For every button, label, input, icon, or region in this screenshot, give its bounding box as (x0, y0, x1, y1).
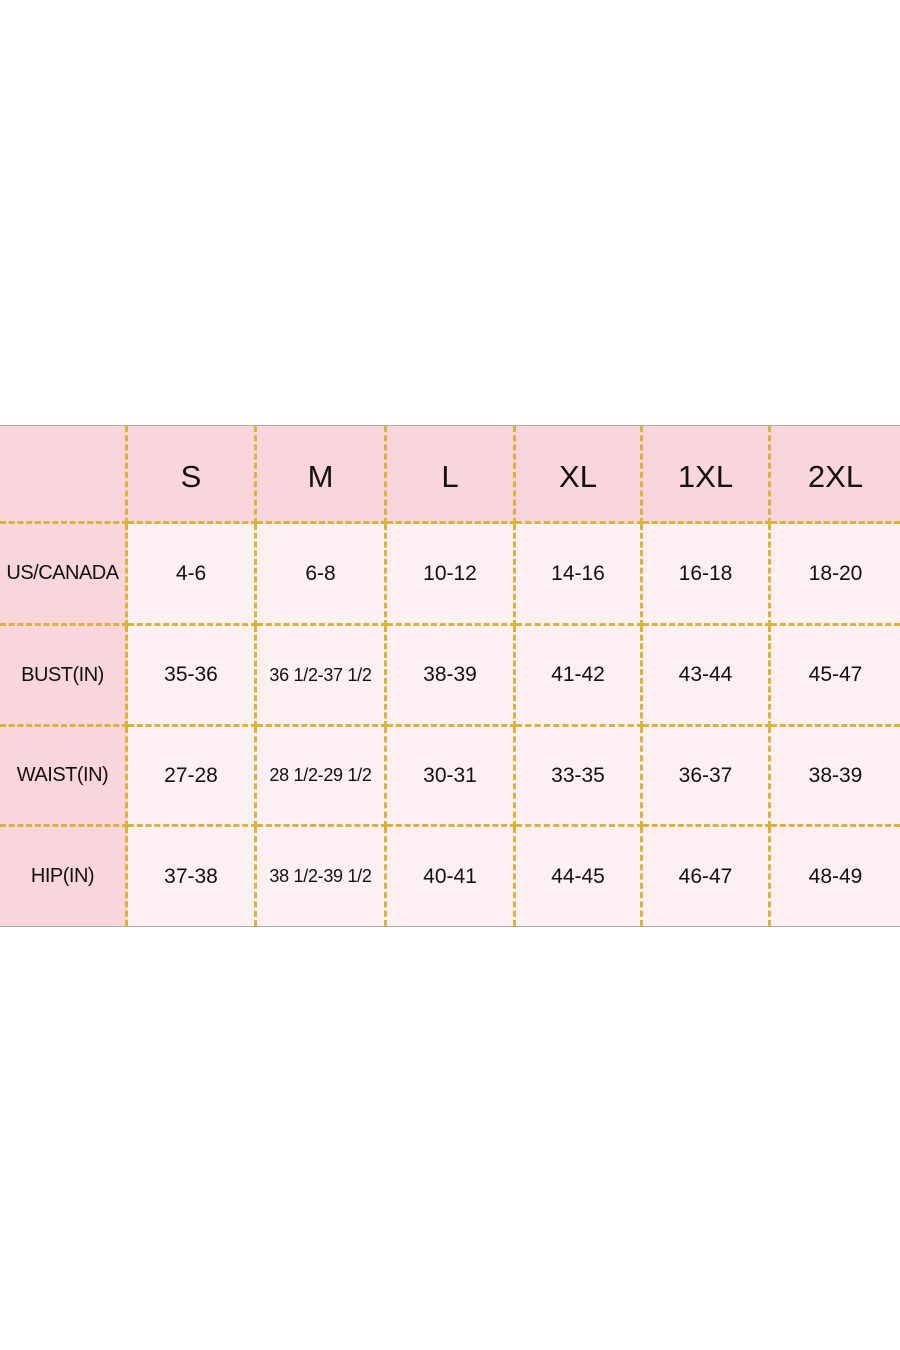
size-header: 2XL (771, 426, 900, 524)
size-value: 33-35 (516, 727, 643, 827)
size-value: 37-38 (128, 827, 257, 926)
size-value: 16-18 (643, 524, 771, 626)
size-value: 6-8 (257, 524, 387, 626)
size-value: 10-12 (387, 524, 516, 626)
row-label: HIP(IN) (0, 827, 128, 926)
corner-cell (0, 426, 128, 524)
size-value: 28 1/2-29 1/2 (257, 727, 387, 827)
size-value: 14-16 (516, 524, 643, 626)
size-value: 35-36 (128, 626, 257, 727)
size-value: 44-45 (516, 827, 643, 926)
size-header: S (128, 426, 257, 524)
size-header: M (257, 426, 387, 524)
size-value: 38-39 (771, 727, 900, 827)
size-value: 27-28 (128, 727, 257, 827)
size-value: 48-49 (771, 827, 900, 926)
size-value: 45-47 (771, 626, 900, 727)
size-value: 18-20 (771, 524, 900, 626)
size-header: 1XL (643, 426, 771, 524)
row-label: WAIST(IN) (0, 727, 128, 827)
size-value: 38 1/2-39 1/2 (257, 827, 387, 926)
size-value: 46-47 (643, 827, 771, 926)
size-value: 38-39 (387, 626, 516, 727)
size-header: L (387, 426, 516, 524)
size-value: 43-44 (643, 626, 771, 727)
size-header: XL (516, 426, 643, 524)
size-value: 36 1/2-37 1/2 (257, 626, 387, 727)
size-value: 30-31 (387, 727, 516, 827)
size-value: 36-37 (643, 727, 771, 827)
row-label: BUST(IN) (0, 626, 128, 727)
size-value: 41-42 (516, 626, 643, 727)
row-label: US/CANADA (0, 524, 128, 626)
size-value: 40-41 (387, 827, 516, 926)
size-value: 4-6 (128, 524, 257, 626)
size-chart-table: S M L XL 1XL 2XL US/CANADA 4-6 6-8 10-12 14-16 16-1… (0, 425, 900, 927)
